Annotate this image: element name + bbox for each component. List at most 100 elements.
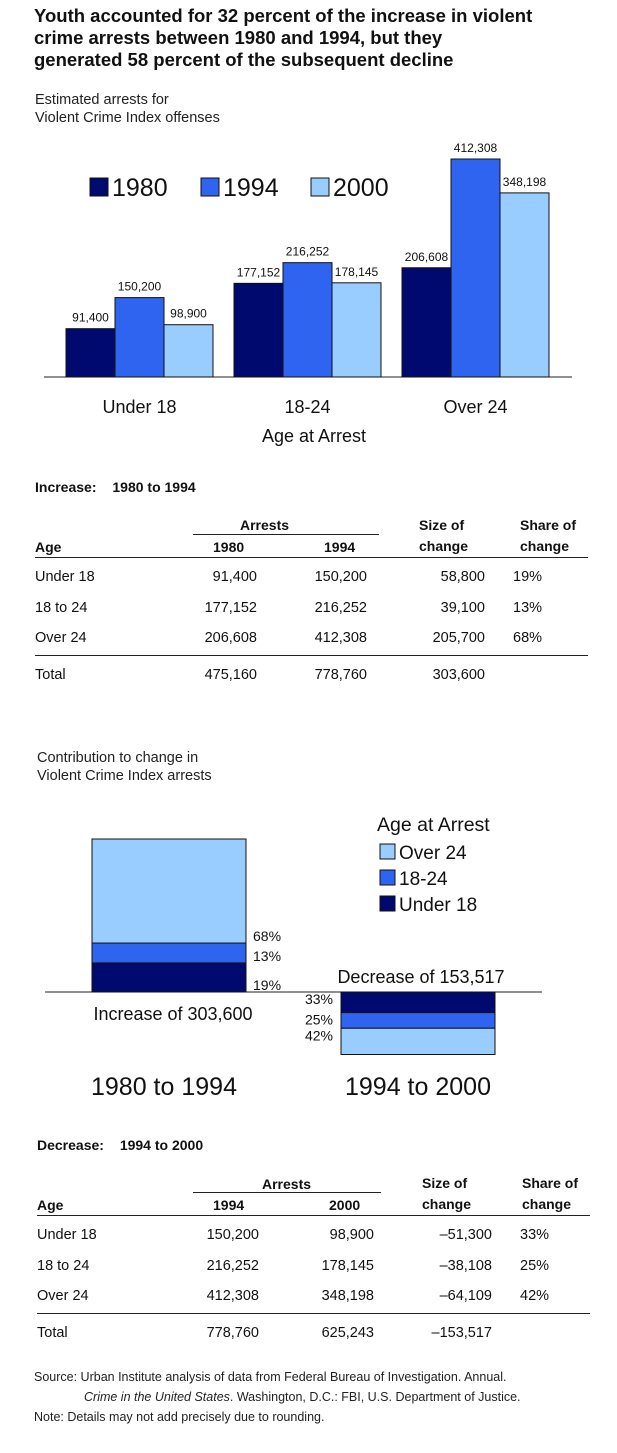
decrease-size-header-line1: Size of	[422, 1175, 468, 1191]
legend-label-under-18: Under 18	[399, 895, 477, 916]
legend-swatch-1994	[200, 177, 220, 197]
increase-1994-header: 1994	[324, 539, 356, 555]
bar-2000-under-18	[163, 324, 214, 378]
data-label-1994-1: 150,200	[118, 280, 162, 294]
data-label-2000-3: 348,198	[503, 175, 547, 189]
bar-1994-18-24	[282, 262, 333, 378]
decrease-cell-a: 216,252	[206, 1257, 259, 1274]
increase-cell-size: 39,100	[440, 599, 485, 616]
decrease-arrests-header-rule	[193, 1192, 381, 1193]
decrease-total-label: Decrease of 153,517	[337, 967, 504, 987]
increase-cell-a: 91,400	[212, 569, 257, 586]
decrease-2000-header: 2000	[329, 1197, 361, 1213]
legend-swatch-under-18	[379, 895, 396, 912]
segment-label-increase-18-24: 13%	[253, 948, 281, 964]
data-label-1980-1: 91,400	[72, 311, 109, 325]
increase-share-header: Share of change	[520, 515, 576, 557]
increase-cell-b: 412,308	[314, 630, 367, 647]
increase-arrests-header-rule	[193, 534, 379, 535]
source-publication: Crime in the United States	[84, 1390, 230, 1404]
increase-size-header: Size of change	[419, 515, 468, 557]
decrease-age-header: Age	[37, 1197, 64, 1213]
decrease-cell-age: 18 to 24	[37, 1257, 90, 1274]
source-line2: Crime in the United States. Washington, …	[34, 1387, 609, 1407]
data-label-2000-2: 178,145	[335, 265, 379, 279]
decrease-cell-age: Over 24	[37, 1288, 89, 1305]
increase-header-rule	[35, 557, 588, 558]
increase-cell-a: 206,608	[204, 630, 257, 647]
increase-cell-share: 68%	[513, 630, 543, 647]
legend-swatch-over-24	[379, 843, 396, 860]
increase-row: Under 18 91,400 150,200 58,800 19%	[35, 562, 593, 593]
increase-cell-age: 18 to 24	[35, 599, 88, 616]
data-label-1994-2: 216,252	[286, 245, 330, 259]
segment-label-decrease-under-18: 33%	[305, 991, 333, 1007]
decrease-row: Over 24 412,308 348,198 –64,109 42%	[37, 1281, 600, 1312]
increase-cell-a: 177,152	[204, 599, 257, 616]
increase-cell-share: 13%	[513, 599, 543, 616]
bar-2000-18-24	[331, 282, 382, 378]
decrease-cell-share: 33%	[520, 1227, 550, 1244]
increase-total-row: Total 475,160 778,760 303,600	[35, 654, 593, 691]
decrease-arrests-header: Arrests	[262, 1176, 312, 1192]
decrease-cell-size: –64,109	[439, 1288, 492, 1305]
x-tick-label-2: 18-24	[284, 397, 330, 417]
decrease-table: Under 18 150,200 98,900 –51,300 33% 18 to 24 2…	[37, 1220, 600, 1348]
x-tick-label-1: Under 18	[102, 397, 176, 417]
decrease-size-header-line2: change	[422, 1196, 472, 1212]
source-note: Source: Urban Institute analysis of data…	[34, 1367, 609, 1427]
legend-label-18-24: 18-24	[399, 869, 448, 890]
data-label-1980-2: 177,152	[237, 265, 281, 279]
bar-1994-over-24	[450, 158, 501, 378]
increase-section-period: 1980 to 1994	[112, 479, 196, 495]
segment-label-decrease-18-24: 25%	[305, 1012, 333, 1028]
decrease-section-label: Decrease:	[37, 1137, 104, 1153]
increase-size-header-line1: Size of	[419, 517, 465, 533]
x-axis-title: Age at Arrest	[262, 426, 366, 446]
legend-label-1980: 1980	[112, 174, 168, 202]
legend-label-1994: 1994	[223, 174, 279, 202]
decrease-cell-age: Total	[37, 1324, 68, 1341]
x-tick-label-3: Over 24	[443, 397, 507, 417]
decrease-section-heading: Decrease: 1994 to 2000	[37, 1137, 203, 1153]
category-label-1994-2000: 1994 to 2000	[345, 1073, 491, 1101]
increase-share-header-line2: change	[520, 538, 570, 554]
source-line1: Source: Urban Institute analysis of data…	[34, 1370, 507, 1384]
increase-cell-b: 778,760	[314, 666, 367, 683]
decrease-share-header: Share of change	[522, 1173, 578, 1215]
increase-cell-size: 303,600	[432, 666, 485, 683]
decrease-row: 18 to 24 216,252 178,145 –38,108 25%	[37, 1251, 600, 1282]
increase-cell-a: 475,160	[204, 666, 257, 683]
segment-increase-over-24	[91, 838, 247, 944]
decrease-share-header-line1: Share of	[522, 1175, 579, 1191]
decrease-cell-share	[492, 1312, 600, 1349]
decrease-cell-share: 42%	[520, 1288, 550, 1305]
legend-label-over-24: Over 24	[399, 843, 467, 864]
decrease-share-header-line2: change	[522, 1196, 572, 1212]
arrests-bar-chart: 91,400 150,200 98,900 Under 18 177,152 216,25…	[44, 141, 572, 446]
increase-cell-share: 19%	[513, 569, 543, 586]
legend-swatch-18-24	[379, 869, 396, 886]
segment-decrease-over-24	[340, 1027, 496, 1055]
decrease-cell-size: –51,300	[439, 1227, 492, 1244]
increase-table: Under 18 91,400 150,200 58,800 19% 18 to 24 17…	[35, 562, 593, 690]
bar-1980-under-18	[65, 328, 116, 378]
increase-age-header: Age	[35, 539, 62, 555]
legend-label-2000: 2000	[333, 174, 389, 202]
increase-cell-b: 150,200	[314, 569, 367, 586]
source-line2-rest: . Washington, D.C.: FBI, U.S. Department…	[229, 1390, 521, 1404]
decrease-cell-a: 412,308	[206, 1288, 259, 1305]
legend-swatch-1980	[89, 177, 109, 197]
legend-swatch-2000	[310, 177, 330, 197]
bar-2000-over-24	[499, 192, 550, 378]
decrease-1994-header: 1994	[213, 1197, 245, 1213]
segment-decrease-18-24	[340, 1012, 496, 1029]
increase-share-header-line1: Share of	[520, 517, 577, 533]
segment-decrease-under-18	[340, 991, 496, 1014]
decrease-cell-age: Under 18	[37, 1227, 97, 1244]
main-title: Youth accounted for 32 percent of the in…	[34, 5, 533, 70]
segment-label-increase-under-18: 19%	[253, 977, 281, 993]
decrease-total-rule	[37, 1313, 590, 1314]
decrease-cell-size: –153,517	[431, 1324, 492, 1341]
decrease-cell-b: 625,243	[321, 1324, 374, 1341]
